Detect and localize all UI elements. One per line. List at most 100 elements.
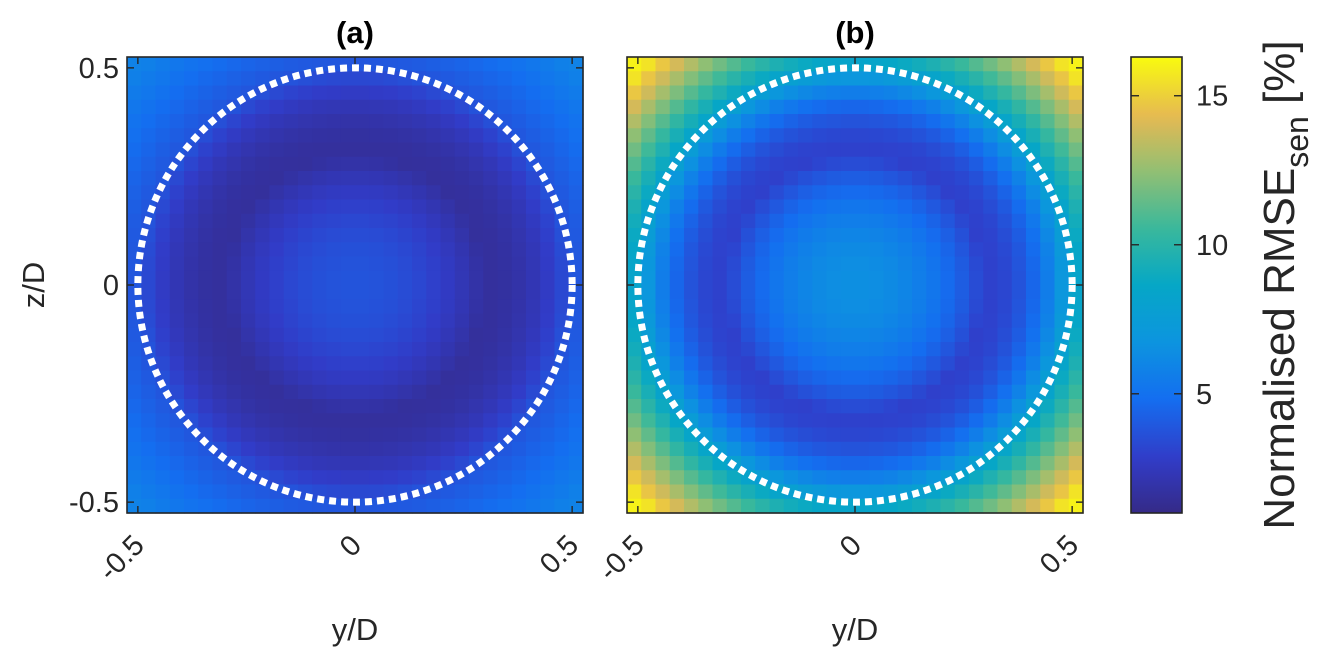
heatmap-cell <box>383 128 399 144</box>
heatmap-cell <box>198 342 214 357</box>
heatmap-cell <box>1026 441 1041 457</box>
heatmap-cell <box>212 413 228 429</box>
heatmap-cell <box>241 370 256 386</box>
heatmap-cell <box>198 213 214 229</box>
heatmap-cell <box>369 470 385 486</box>
heatmap-cell <box>412 313 427 329</box>
heatmap-cell <box>641 413 657 429</box>
heatmap-cell <box>869 299 885 315</box>
heatmap-cell <box>454 370 470 386</box>
heatmap-cell <box>383 228 399 243</box>
heatmap-cell <box>141 71 157 87</box>
heatmap-cell <box>226 142 242 158</box>
heatmap-cell <box>497 498 513 514</box>
heatmap-cell <box>312 327 328 343</box>
heatmap-cell <box>769 85 785 101</box>
heatmap-cell <box>755 370 771 386</box>
heatmap-cell <box>340 242 356 258</box>
heatmap-cell <box>440 57 456 72</box>
heatmap-cell <box>655 470 671 486</box>
heatmap-cell <box>554 498 570 514</box>
heatmap-cell <box>883 228 899 243</box>
heatmap-cell <box>1040 57 1056 72</box>
heatmap-cell <box>298 99 313 115</box>
heatmap-cell <box>869 71 885 87</box>
colorbar-label-main: Normalised RMSE <box>1255 168 1304 530</box>
heatmap-cell <box>669 256 685 272</box>
heatmap-cell <box>340 470 356 486</box>
heatmap-cell <box>1040 71 1056 87</box>
heatmap-cell <box>954 156 970 172</box>
heatmap-cell <box>355 71 370 87</box>
heatmap-cell <box>426 441 442 457</box>
heatmap-cell <box>298 399 313 414</box>
heatmap-cell <box>969 427 984 443</box>
heatmap-cell <box>741 441 756 457</box>
heatmap-cell <box>412 299 427 315</box>
heatmap-cell <box>940 71 956 87</box>
heatmap-cell <box>255 456 271 471</box>
heatmap-cell <box>755 213 771 229</box>
heatmap-cell <box>340 313 356 329</box>
heatmap-cell <box>869 270 885 286</box>
heatmap-cell <box>355 270 370 286</box>
heatmap-cell <box>369 171 385 186</box>
heatmap-cell <box>369 85 385 101</box>
heatmap-cell <box>1026 270 1041 286</box>
heatmap-cell <box>255 299 271 315</box>
heatmap-cell <box>312 299 328 315</box>
heatmap-cell <box>511 498 527 514</box>
heatmap-cell <box>155 456 171 471</box>
heatmap-cell <box>141 171 157 186</box>
heatmap-cell <box>269 171 285 186</box>
heatmap-cell <box>226 356 242 372</box>
heatmap-cell <box>940 213 956 229</box>
heatmap-cell <box>655 270 671 286</box>
heatmap-cell <box>326 384 342 400</box>
heatmap-cell <box>812 370 828 386</box>
heatmap-cell <box>511 441 527 457</box>
heatmap-cell <box>155 242 171 258</box>
heatmap-cell <box>312 370 328 386</box>
heatmap-cell <box>155 128 171 144</box>
heatmap-cell <box>969 185 984 201</box>
heatmap-cell <box>440 384 456 400</box>
heatmap-cell <box>511 242 527 258</box>
heatmap-cell <box>141 299 157 315</box>
heatmap-cell <box>883 270 899 286</box>
heatmap-cell <box>127 370 142 386</box>
heatmap-cell <box>155 57 171 72</box>
heatmap-cell <box>769 384 785 400</box>
heatmap-cell <box>883 199 899 215</box>
heatmap-cell <box>497 399 513 414</box>
heatmap-cell <box>269 242 285 258</box>
heatmap-cell <box>469 427 484 443</box>
heatmap-cell <box>883 413 899 429</box>
heatmap-cell <box>954 99 970 115</box>
heatmap-cell <box>1054 299 1070 315</box>
heatmap-cell <box>1011 85 1027 101</box>
heatmap-cell <box>369 156 385 172</box>
heatmap-cell <box>483 228 499 243</box>
heatmap-cell <box>383 384 399 400</box>
heatmap-cell <box>741 356 756 372</box>
heatmap-cell <box>840 327 856 343</box>
heatmap-cell <box>340 128 356 144</box>
heatmap-cell <box>540 327 556 343</box>
heatmap-cell <box>755 384 771 400</box>
heatmap-cell <box>155 114 171 129</box>
heatmap-cell <box>883 327 899 343</box>
heatmap-cell <box>798 356 813 372</box>
heatmap-cell <box>855 342 870 357</box>
heatmap-cell <box>1068 342 1084 357</box>
heatmap-cell <box>469 498 484 514</box>
heatmap-cell <box>783 427 799 443</box>
heatmap-cell <box>954 213 970 229</box>
heatmap-cell <box>241 171 256 186</box>
heatmap-cell <box>826 270 842 286</box>
heatmap-cell <box>826 342 842 357</box>
heatmap-cell <box>369 484 385 500</box>
heatmap-cell <box>269 413 285 429</box>
heatmap-cell <box>940 399 956 414</box>
heatmap-cell <box>155 470 171 486</box>
